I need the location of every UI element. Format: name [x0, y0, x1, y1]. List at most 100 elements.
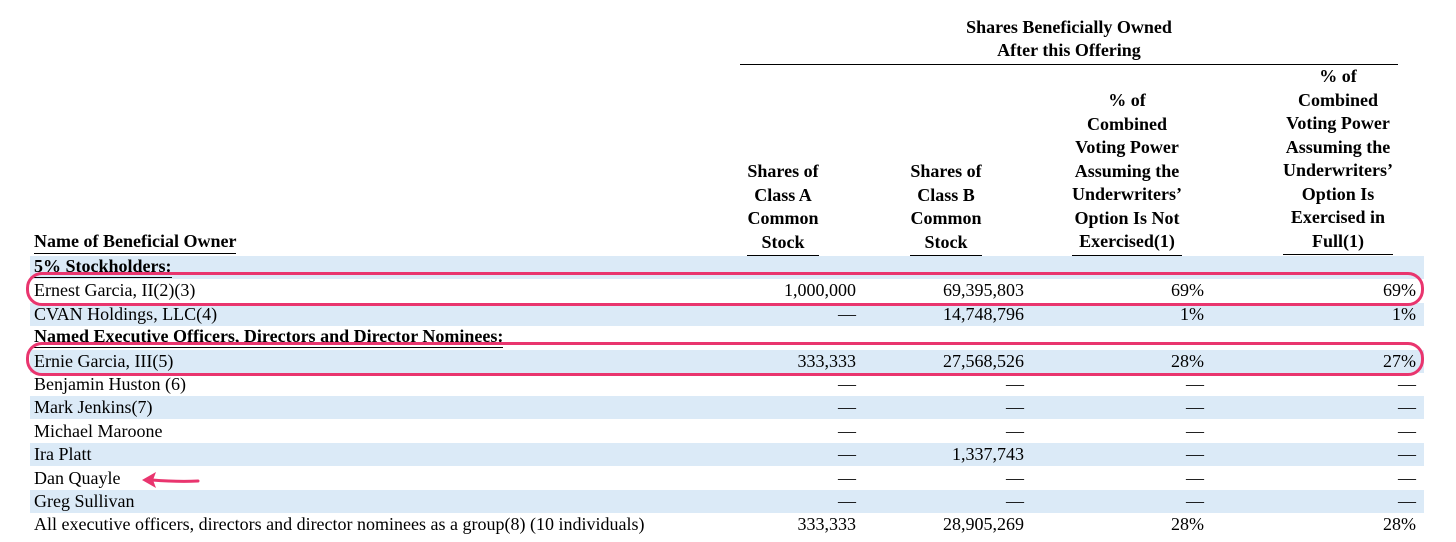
column-header-class-b: Shares of Class B Common Stock [898, 160, 994, 256]
class-a-shares: 333,333 [797, 514, 857, 535]
class-b-shares: — [1006, 374, 1024, 394]
name-column-header: Name of Beneficial Owner [34, 230, 237, 254]
column-header-class-b-text: Shares of Class B Common Stock [910, 160, 982, 256]
pct-exercised-full: — [1398, 397, 1416, 418]
column-header-class-a: Shares of Class A Common Stock [740, 160, 826, 256]
owner-name: Benjamin Huston (6) [34, 374, 186, 394]
pct-not-exercised: 69% [1171, 280, 1204, 301]
owner-name: Dan Quayle [34, 467, 121, 488]
pct-not-exercised-header-line: Option Is Not [1074, 207, 1180, 228]
group-title-line2: After this Offering [997, 40, 1141, 60]
owner-name: Ira Platt [34, 444, 92, 465]
class-b-shares: 1,337,743 [952, 444, 1024, 465]
pct-exercised-full: 1% [1392, 303, 1416, 324]
pct-exercised-full: 27% [1383, 350, 1416, 371]
class-a-header-line: Shares of [747, 161, 819, 181]
pct-not-exercised-header-line: % of [1108, 90, 1146, 110]
class-a-shares: 333,333 [797, 350, 857, 371]
class-b-header-line: Stock [924, 231, 968, 252]
pct-not-exercised: — [1186, 444, 1204, 465]
class-a-header-line: Common [747, 208, 819, 228]
pct-not-exercised-header-line: Exercised(1) [1079, 231, 1175, 251]
class-a-shares: — [838, 491, 856, 511]
pct-not-exercised: — [1186, 397, 1204, 418]
class-a-shares: — [838, 467, 856, 488]
class-b-shares: — [1006, 467, 1024, 488]
pct-exercised-full: 69% [1383, 280, 1416, 301]
class-b-header-line: Shares of [910, 161, 982, 181]
column-header-class-a-text: Shares of Class A Common Stock [747, 160, 819, 256]
pct-not-exercised-header-line: Voting Power [1075, 137, 1179, 157]
class-a-shares: — [838, 303, 856, 324]
class-b-shares: 28,905,269 [943, 514, 1024, 535]
column-header-pct-not-exercised-text: % of Combined Voting Power Assuming the Unde… [1072, 89, 1182, 256]
pct-exercised-full: — [1398, 374, 1416, 394]
highlight-ernest-garcia-ii [26, 272, 1424, 306]
owner-name: CVAN Holdings, LLC(4) [34, 303, 218, 324]
table-row: Michael Maroone — — — — [30, 420, 1424, 443]
pct-not-exercised: — [1186, 420, 1204, 441]
class-b-header-line: Class B [917, 184, 975, 205]
pct-not-exercised: — [1186, 467, 1204, 488]
pct-exercised-full: 28% [1383, 514, 1416, 535]
class-a-header-line: Stock [761, 231, 805, 252]
pct-not-exercised-header-line: Underwriters’ [1072, 184, 1182, 204]
table-row: Ernie Garcia, III(5) 333,333 27,568,526 28%… [30, 349, 1424, 373]
table-row: CVAN Holdings, LLC(4) — 14,748,796 1% 1% [30, 302, 1424, 326]
class-a-shares: — [838, 420, 856, 441]
table-row: Greg Sullivan — — — — [30, 490, 1424, 513]
pct-exercised-full: — [1398, 467, 1416, 488]
owner-name: All executive officers, directors and di… [34, 514, 645, 535]
pct-exercised-header-line: Underwriters’ [1283, 160, 1393, 180]
column-header-pct-exercised-text: % of Combined Voting Power Assuming the Unde… [1283, 65, 1393, 255]
class-b-shares: — [1006, 491, 1024, 511]
column-header-pct-exercised: % of Combined Voting Power Assuming the Unde… [1278, 65, 1398, 255]
arrow-icon [142, 472, 200, 488]
owner-name: Mark Jenkins(7) [34, 397, 153, 418]
class-a-shares: — [838, 444, 856, 465]
pct-exercised-header-line: % of [1319, 66, 1357, 86]
class-a-shares: — [838, 397, 856, 418]
pct-not-exercised: 1% [1180, 303, 1204, 324]
table-row: Ira Platt — 1,337,743 — — [30, 443, 1424, 467]
class-b-header-line: Common [910, 208, 982, 228]
class-a-header-line: Class A [754, 184, 812, 205]
class-b-shares: 27,568,526 [943, 350, 1024, 371]
pct-not-exercised-header-line: Assuming the [1074, 160, 1180, 181]
class-a-shares: 1,000,000 [784, 280, 856, 301]
section-label: 5% Stockholders: [34, 256, 172, 278]
pct-exercised-header-line: Exercised in [1290, 207, 1386, 227]
class-b-shares: 69,395,803 [943, 280, 1024, 301]
table-row: Ernest Garcia, II(2)(3) 1,000,000 69,395,8… [30, 279, 1424, 302]
pct-exercised-header-line: Option Is [1301, 183, 1375, 204]
column-header-pct-not-exercised: % of Combined Voting Power Assuming the Unde… [1064, 89, 1190, 256]
pct-not-exercised: — [1186, 491, 1204, 511]
group-header: Shares Beneficially Owned After this Off… [740, 16, 1398, 62]
table-row: Benjamin Huston (6) — — — — [30, 373, 1424, 396]
class-b-shares: — [1006, 397, 1024, 418]
table-row: Dan Quayle — — — — [30, 467, 1424, 490]
pct-exercised-header-line: Combined [1297, 89, 1378, 110]
pct-exercised-header-line: Assuming the [1285, 136, 1391, 157]
group-rule [740, 64, 1398, 65]
pct-exercised-header-line: Full(1) [1312, 230, 1364, 251]
pct-exercised-full: — [1398, 444, 1416, 465]
pct-exercised-full: — [1398, 420, 1416, 441]
section-label: Named Executive Officers, Directors and … [34, 326, 504, 349]
owner-name: Michael Maroone [34, 420, 163, 441]
table-row: All executive officers, directors and di… [30, 513, 1424, 536]
class-b-shares: 14,748,796 [943, 303, 1024, 324]
group-title-line1: Shares Beneficially Owned [966, 17, 1172, 37]
class-b-shares: — [1006, 420, 1024, 441]
table-row: Mark Jenkins(7) — — — — [30, 396, 1424, 420]
owner-name: Greg Sullivan [34, 491, 135, 511]
owner-name: Ernest Garcia, II(2)(3) [34, 280, 196, 301]
pct-not-exercised: — [1186, 374, 1204, 394]
owner-name: Ernie Garcia, III(5) [34, 350, 174, 371]
section-row: Named Executive Officers, Directors and … [30, 326, 1424, 349]
pct-exercised-full: — [1398, 491, 1416, 511]
class-a-shares: — [838, 374, 856, 394]
highlight-ernie-garcia-iii [26, 342, 1424, 376]
pct-exercised-header-line: Voting Power [1286, 113, 1390, 133]
pct-not-exercised: 28% [1171, 350, 1204, 371]
